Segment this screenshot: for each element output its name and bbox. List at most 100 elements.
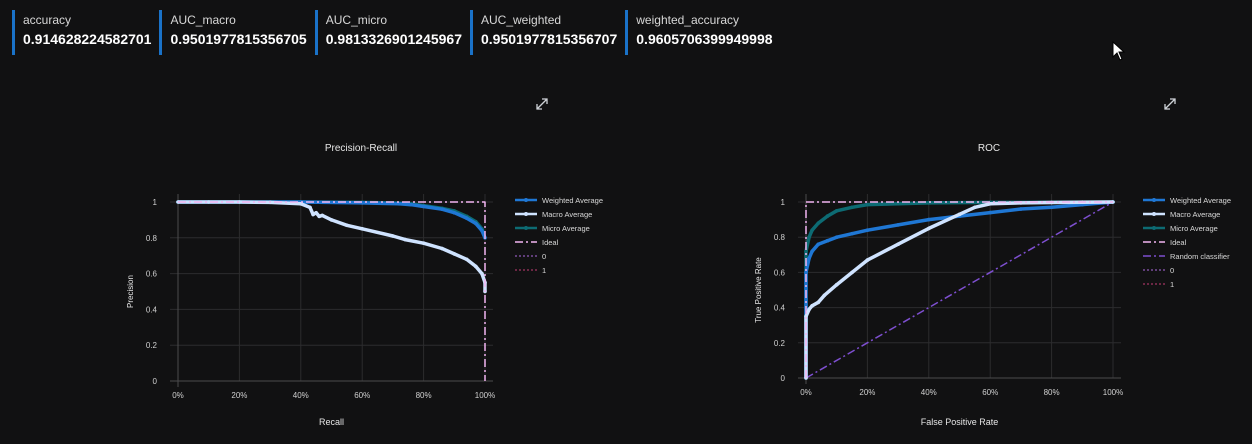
series-point-micro-average <box>816 221 821 225</box>
y-tick-label: 0.6 <box>146 270 158 279</box>
y-tick-label: 0.8 <box>146 234 158 243</box>
y-tick-label: 0.4 <box>146 305 158 314</box>
legend-marker-weighted-average <box>524 198 528 202</box>
metric-value: 0.9605706399949998 <box>636 31 773 47</box>
series-point-weighted-average <box>927 217 931 222</box>
series-point-macro-average <box>822 293 827 298</box>
legend-label: Macro Average <box>1170 210 1220 219</box>
series-point-macro-average <box>834 282 839 287</box>
series-point-macro-average <box>206 200 211 204</box>
legend-label: Micro Average <box>542 224 590 233</box>
x-tick-label: 80% <box>416 391 432 400</box>
series-point-macro-average <box>440 246 444 251</box>
series-point-macro-average <box>391 234 395 238</box>
legend-label: 1 <box>1170 280 1174 289</box>
x-tick-label: 0% <box>172 391 184 400</box>
y-tick-label: 0.6 <box>774 268 786 277</box>
series-line-random-classifier <box>805 201 1114 379</box>
series-point-micro-average <box>825 214 830 218</box>
legend-label: 0 <box>542 252 546 261</box>
metric-auc-macro: AUC_macro 0.9501977815356705 <box>159 10 314 55</box>
metric-name: AUC_macro <box>170 13 236 27</box>
series-point-weighted-average <box>421 204 426 209</box>
series-point-weighted-average <box>1019 207 1023 211</box>
series-point-macro-average <box>850 270 854 275</box>
y-tick-label: 0 <box>781 374 786 383</box>
metric-name: accuracy <box>23 13 72 27</box>
series-point-micro-average <box>807 235 811 239</box>
x-tick-label: 60% <box>982 388 998 397</box>
series-point-macro-average <box>810 304 814 308</box>
y-tick-label: 0.8 <box>774 233 786 242</box>
metric-auc-weighted: AUC_weighted 0.9501977815356707 <box>470 10 625 55</box>
legend-marker-macro-average <box>1152 212 1156 216</box>
legend-label: Ideal <box>1170 238 1187 247</box>
expand-arrows-icon[interactable] <box>535 97 549 111</box>
y-tick-label: 0.2 <box>146 341 158 350</box>
legend-marker-micro-average <box>1152 226 1156 230</box>
mouse-pointer-icon <box>1112 40 1126 66</box>
expand-arrows-icon[interactable] <box>1163 97 1177 111</box>
legend-marker-weighted-average <box>1152 198 1156 202</box>
metric-value: 0.9813326901245967 <box>325 31 462 47</box>
chart-title: ROC <box>978 143 1000 154</box>
series-line-ideal <box>805 201 1113 378</box>
legend-label: Weighted Average <box>542 196 603 205</box>
legend-label: Macro Average <box>542 210 592 219</box>
series-point-micro-average <box>810 228 814 232</box>
metric-name: AUC_weighted <box>481 13 562 27</box>
metric-value: 0.914628224582701 <box>23 31 152 47</box>
series-point-macro-average <box>360 227 365 231</box>
series-point-micro-average <box>896 201 900 206</box>
y-axis-label: Precision <box>126 275 135 308</box>
x-tick-label: 20% <box>859 388 875 397</box>
series-point-weighted-average <box>988 210 992 215</box>
legend-label: Ideal <box>542 238 559 247</box>
metric-value: 0.9501977815356707 <box>481 31 618 47</box>
series-point-weighted-average <box>409 202 414 207</box>
metric-name: weighted_accuracy <box>636 13 739 27</box>
series-point-weighted-average <box>480 228 484 233</box>
series-point-macro-average <box>480 271 484 276</box>
series-point-weighted-average <box>865 228 870 232</box>
y-axis-label: True Positive Rate <box>754 257 763 323</box>
series-point-weighted-average <box>810 249 814 254</box>
series-point-weighted-average <box>1049 205 1054 210</box>
x-tick-label: 100% <box>1103 388 1123 397</box>
precision-recall-chart: Precision-Recall 0% 20% 40% 60% 80% 100% 0 0.2 0.… <box>126 143 603 427</box>
series-point-macro-average <box>345 223 349 228</box>
series-point-macro-average <box>421 241 426 245</box>
series-point-macro-average <box>403 237 407 242</box>
series-point-macro-average <box>308 205 312 210</box>
series-point-weighted-average <box>473 221 478 226</box>
series-point-macro-average <box>299 201 303 206</box>
series-point-macro-average <box>320 213 325 218</box>
series-point-macro-average <box>816 300 821 305</box>
series-line-ideal <box>178 201 486 381</box>
x-tick-label: 40% <box>921 388 937 397</box>
series-point-micro-average <box>865 202 870 207</box>
x-tick-label: 60% <box>354 391 370 400</box>
series-point-macro-average <box>865 258 870 262</box>
series-point-macro-average <box>804 314 808 319</box>
metric-value: 0.9501977815356705 <box>170 31 307 47</box>
series-point-weighted-average <box>896 223 900 227</box>
series-point-macro-average <box>896 242 900 247</box>
chart-title: Precision-Recall <box>325 143 397 154</box>
series-point-macro-average <box>988 201 992 206</box>
x-tick-label: 0% <box>800 388 812 397</box>
series-point-micro-average <box>850 205 854 210</box>
legend-marker-macro-average <box>524 212 528 216</box>
series-point-weighted-average <box>816 242 821 247</box>
y-tick-label: 1 <box>781 198 786 207</box>
series-point-macro-average <box>973 205 977 210</box>
metrics-bar: accuracy 0.914628224582701 AUC_macro 0.9… <box>12 10 781 55</box>
metric-auc-micro: AUC_micro 0.9813326901245967 <box>314 10 470 55</box>
series-point-micro-average <box>804 249 808 254</box>
metric-name: AUC_micro <box>325 13 388 27</box>
series-point-macro-average <box>452 252 457 256</box>
series-point-weighted-average <box>804 270 808 275</box>
series-point-macro-average <box>927 226 931 231</box>
legend-label: Weighted Average <box>1170 196 1231 205</box>
metric-weighted-accuracy: weighted_accuracy 0.9605706399949998 <box>625 10 780 55</box>
